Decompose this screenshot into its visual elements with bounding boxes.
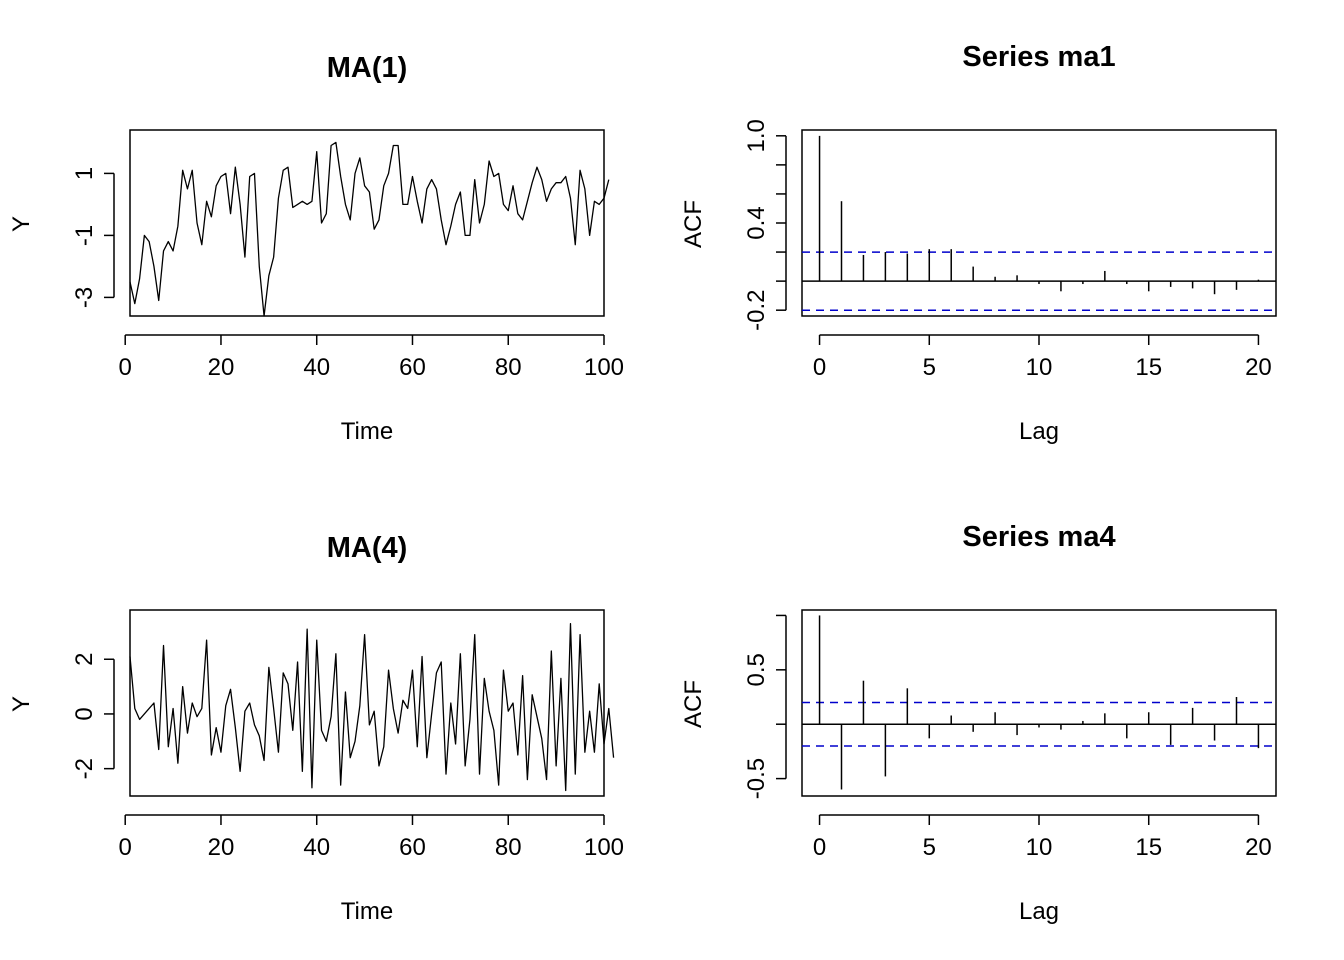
x-tick-label: 80 [495, 834, 522, 861]
y-tick-label: -0.5 [743, 758, 770, 799]
chart-title-ma4: MA(4) [327, 532, 408, 564]
panel-acf-ma1: Series ma1 Lag ACF 0 5 10 15 20 -0.2 0.4 1.0 [680, 41, 1277, 445]
x-tick-label: 0 [119, 354, 132, 381]
x-axis-label-ma4: Time [341, 898, 393, 925]
x-tick-label: 10 [1026, 834, 1053, 861]
x-tick-label: 60 [399, 354, 426, 381]
x-tick-label: 80 [495, 354, 522, 381]
chart-title-ma1: MA(1) [327, 52, 408, 84]
x-tick-label: 60 [399, 834, 426, 861]
x-axis-label-acf-ma1: Lag [1019, 418, 1059, 445]
y-tick-label: 0 [71, 707, 98, 720]
mark-group-acf-ma4 [802, 615, 1276, 790]
y-tick-label: 1.0 [743, 119, 770, 152]
x-tick-label: 20 [208, 354, 235, 381]
x-tick-label: 0 [813, 354, 826, 381]
tick-group-ma4: 0 20 40 60 80 100 -2 0 2 [71, 653, 624, 861]
y-axis-label-ma4: Y [8, 696, 35, 712]
mark-group-ma4 [129, 623, 615, 792]
y-axis-label-ma1: Y [8, 216, 35, 232]
y-tick-label: 0.5 [743, 653, 770, 686]
panel-acf-ma4: Series ma4 Lag ACF 0 5 10 15 20 -0.5 0.5 [680, 521, 1277, 925]
mark-group-ma1 [129, 141, 610, 317]
x-tick-label: 100 [584, 354, 624, 381]
series-line [129, 623, 615, 792]
y-tick-label: -1 [71, 225, 98, 246]
chart-title-acf-ma1: Series ma1 [962, 41, 1115, 73]
mark-group-acf-ma1 [802, 135, 1276, 311]
y-axis-label-acf-ma1: ACF [680, 200, 707, 248]
y-tick-label: -0.2 [743, 290, 770, 331]
plot-box-ma4 [129, 609, 605, 797]
tick-group-acf-ma4: 0 5 10 15 20 -0.5 0.5 [743, 614, 1272, 861]
x-tick-label: 0 [119, 834, 132, 861]
x-tick-label: 20 [1245, 354, 1272, 381]
plot-box-acf-ma1 [801, 129, 1277, 317]
y-tick-label: 0.4 [743, 206, 770, 239]
x-tick-label: 5 [923, 354, 936, 381]
x-tick-label: 10 [1026, 354, 1053, 381]
x-tick-label: 0 [813, 834, 826, 861]
series-line [129, 141, 610, 317]
x-tick-label: 100 [584, 834, 624, 861]
x-tick-label: 40 [303, 834, 330, 861]
y-tick-label: 2 [71, 653, 98, 666]
x-axis-label-ma1: Time [341, 418, 393, 445]
x-tick-label: 20 [208, 834, 235, 861]
x-tick-label: 15 [1135, 354, 1162, 381]
x-tick-label: 5 [923, 834, 936, 861]
panel-ma1: MA(1) Time Y 0 20 40 60 80 100 -3 -1 1 [8, 52, 624, 445]
y-tick-label: -3 [71, 287, 98, 308]
panel-ma4: MA(4) Time Y 0 20 40 60 80 100 -2 0 2 [8, 532, 624, 925]
tick-group-acf-ma1: 0 5 10 15 20 -0.2 0.4 1.0 [743, 119, 1272, 381]
y-axis-label-acf-ma4: ACF [680, 680, 707, 728]
tick-group-ma1: 0 20 40 60 80 100 -3 -1 1 [71, 167, 624, 381]
x-axis-label-acf-ma4: Lag [1019, 898, 1059, 925]
y-tick-label: 1 [71, 167, 98, 180]
y-tick-label: -2 [71, 758, 98, 779]
x-tick-label: 20 [1245, 834, 1272, 861]
chart-title-acf-ma4: Series ma4 [962, 521, 1115, 553]
x-tick-label: 40 [303, 354, 330, 381]
x-tick-label: 15 [1135, 834, 1162, 861]
plot-box-ma1 [129, 129, 605, 317]
